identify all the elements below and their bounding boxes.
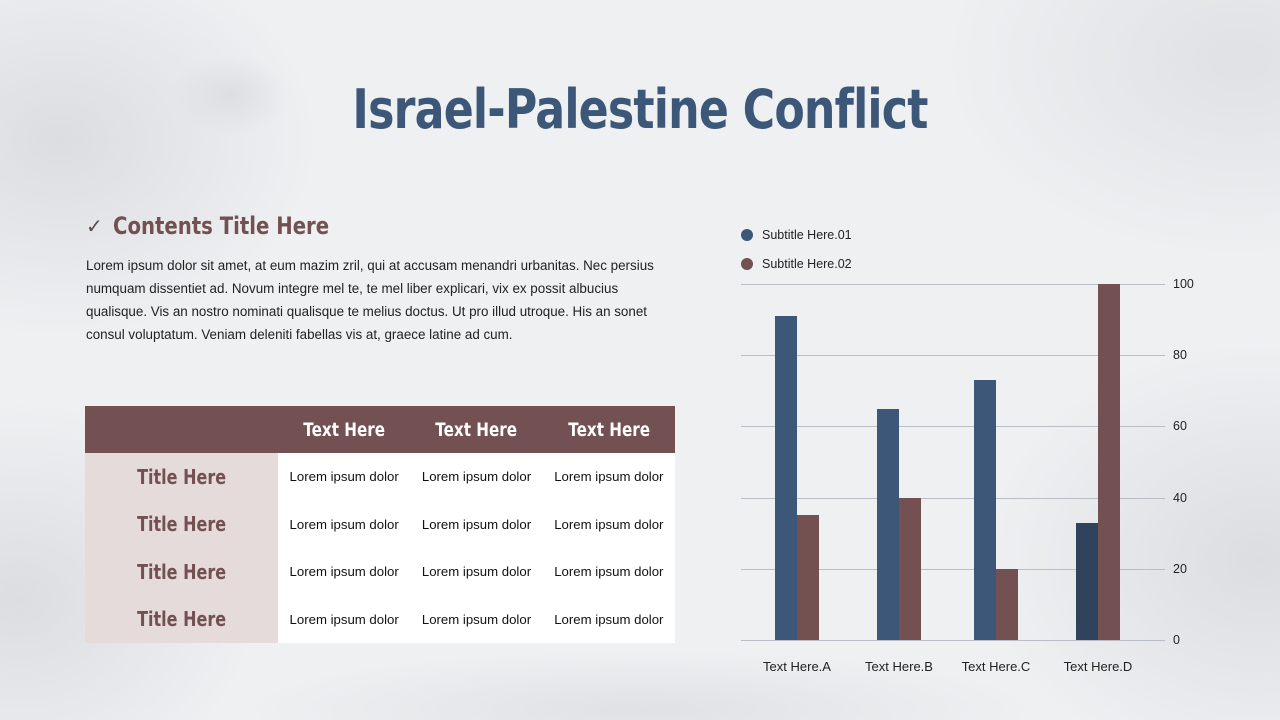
table-cell: Lorem ipsum dolor	[410, 548, 543, 596]
bar-1	[877, 408, 899, 640]
bar-1	[1076, 522, 1098, 640]
y-tick-label: 20	[1173, 561, 1187, 576]
table-header-cell: Text Here	[542, 406, 675, 453]
y-tick-label: 40	[1173, 490, 1187, 505]
contents-body: Lorem ipsum dolor sit amet, at eum mazim…	[86, 258, 654, 342]
gridline	[741, 355, 1165, 357]
data-table: Text Here Text Here Text Here Title Here…	[85, 406, 675, 643]
table-row: Title Here Lorem ipsum dolor Lorem ipsum…	[85, 453, 675, 501]
table-row: Title Here Lorem ipsum dolor Lorem ipsum…	[85, 500, 675, 548]
y-tick-label: 0	[1173, 633, 1180, 647]
table-cell: Lorem ipsum dolor	[410, 595, 543, 643]
bar-2	[1098, 284, 1120, 640]
table-cell: Lorem ipsum dolor	[410, 453, 543, 501]
bar-2	[797, 515, 819, 640]
table-cell: Lorem ipsum dolor	[542, 500, 675, 548]
slide-title: Israel-Palestine Conflict	[352, 78, 928, 141]
table-cell: Lorem ipsum dolor	[278, 548, 411, 596]
table-cell: Lorem ipsum dolor	[410, 500, 543, 548]
contents-header: ✓ Contents Title Here	[86, 212, 376, 240]
y-tick-label: 100	[1173, 277, 1194, 291]
table-row: Title Here Lorem ipsum dolor Lorem ipsum…	[85, 548, 675, 596]
row-title: Title Here	[85, 453, 278, 501]
gridline	[741, 426, 1165, 428]
x-axis-label: Text Here.D	[1063, 659, 1133, 674]
x-axis-label: Text Here.A	[763, 659, 831, 674]
table-header-cell: Text Here	[278, 406, 411, 453]
bar-2	[899, 497, 921, 640]
x-axis-label: Text Here.B	[865, 659, 933, 674]
legend-dot-icon	[741, 257, 753, 270]
y-tick-label: 60	[1173, 419, 1187, 434]
table-cell: Lorem ipsum dolor	[278, 595, 411, 643]
table-cell: Lorem ipsum dolor	[542, 548, 675, 596]
table-cell: Lorem ipsum dolor	[542, 595, 675, 643]
chart-legend: Subtitle Here.01 Subtitle Here.02	[741, 220, 852, 278]
legend-item-series-2: Subtitle Here.02	[741, 249, 852, 278]
x-axis-label: Text Here.C	[961, 659, 1031, 674]
legend-dot-icon	[741, 228, 753, 241]
table-cell: Lorem ipsum dolor	[278, 500, 411, 548]
bar-1	[775, 316, 797, 640]
bar-1	[974, 380, 996, 640]
bar-2	[996, 568, 1018, 640]
table-cell: Lorem ipsum dolor	[542, 453, 675, 501]
y-tick-label: 80	[1173, 348, 1187, 363]
checkmark-icon: ✓	[86, 215, 103, 238]
table-header-cell	[85, 406, 278, 453]
table-header-row: Text Here Text Here Text Here	[85, 406, 675, 453]
table-cell: Lorem ipsum dolor	[278, 453, 411, 501]
legend-item-series-1: Subtitle Here.01	[741, 220, 852, 249]
contents-title: Contents Title Here	[112, 212, 329, 240]
row-title: Title Here	[85, 548, 278, 596]
gridline	[741, 497, 1165, 499]
row-title: Title Here	[85, 500, 278, 548]
gridline	[741, 284, 1165, 285]
row-title: Title Here	[85, 595, 278, 643]
table-row: Title Here Lorem ipsum dolor Lorem ipsum…	[85, 595, 675, 643]
table-header-cell: Text Here	[410, 406, 543, 453]
gridline	[741, 640, 1165, 641]
gridline	[741, 568, 1165, 570]
bar-chart: 0 20 40 60 80 100 Text Here.A Text Here.B Text H…	[741, 270, 1211, 690]
